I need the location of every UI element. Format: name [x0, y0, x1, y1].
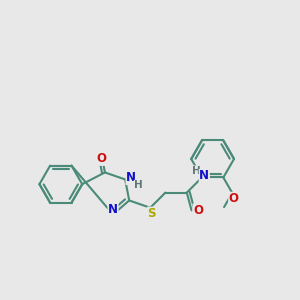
Text: N: N: [108, 203, 118, 216]
Text: H: H: [134, 180, 143, 190]
Text: H: H: [192, 166, 201, 176]
Text: S: S: [148, 207, 156, 220]
Text: N: N: [199, 169, 209, 182]
Text: O: O: [193, 204, 203, 217]
Text: O: O: [229, 192, 239, 206]
Text: N: N: [126, 172, 136, 184]
Text: O: O: [96, 152, 106, 165]
